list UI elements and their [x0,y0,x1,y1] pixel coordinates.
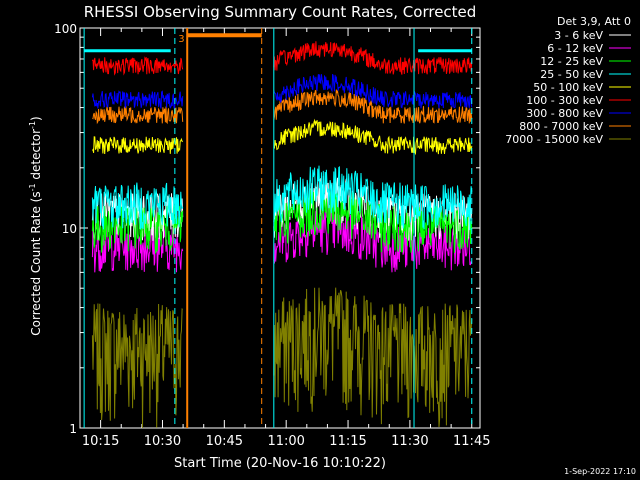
y-tick-label: 1 [69,422,77,436]
series-line [273,74,473,109]
y-tick-label: 10 [62,222,77,236]
legend-label: 3 - 6 keV [554,29,603,42]
legend-label: 800 - 7000 keV [519,120,603,133]
legend-label: 50 - 100 keV [533,81,603,94]
series-line [91,56,184,76]
legend-label: 7000 - 15000 keV [505,133,603,146]
series-line [91,182,184,230]
x-tick-label: 11:45 [453,434,490,449]
series-line [91,303,183,428]
attenuator-label: 3 [178,34,184,45]
legend-header: Det 3,9, Att 0 [557,15,631,28]
legend-label: 6 - 12 keV [547,42,603,55]
series-line [91,90,184,109]
x-tick-label: 10:30 [144,434,181,449]
series-line [273,118,473,156]
legend-label: 300 - 800 keV [526,107,603,120]
series-line [91,136,184,155]
series-line [273,189,473,253]
x-axis-label: Start Time (20-Nov-16 10:10:22) [174,456,386,471]
y-axis-label: Corrected Count Rate (s-1 detector-1) [28,116,43,335]
series-line [92,106,184,125]
series-traces: 3 [83,28,473,428]
x-tick-label: 10:45 [206,434,243,449]
x-tick-label: 11:00 [267,434,304,449]
chart-title: RHESSI Observing Summary Count Rates, Co… [84,3,477,21]
legend-label: 12 - 25 keV [540,55,603,68]
x-tick-label: 10:15 [82,434,119,449]
y-tick-label: 100 [54,22,77,36]
series-line [273,41,473,75]
timestamp: 1-Sep-2022 17:10 [564,467,636,476]
axes: 100 10 1 10:15 10:30 10:45 11:00 11:15 11:30 11:4… [54,22,490,449]
series-line [273,89,473,124]
series-line [273,165,473,231]
legend-label: 25 - 50 keV [540,68,603,81]
series-line [273,287,473,428]
legend-label: 100 - 300 keV [526,94,603,107]
x-tick-label: 11:30 [391,434,428,449]
x-tick-label: 11:15 [329,434,366,449]
